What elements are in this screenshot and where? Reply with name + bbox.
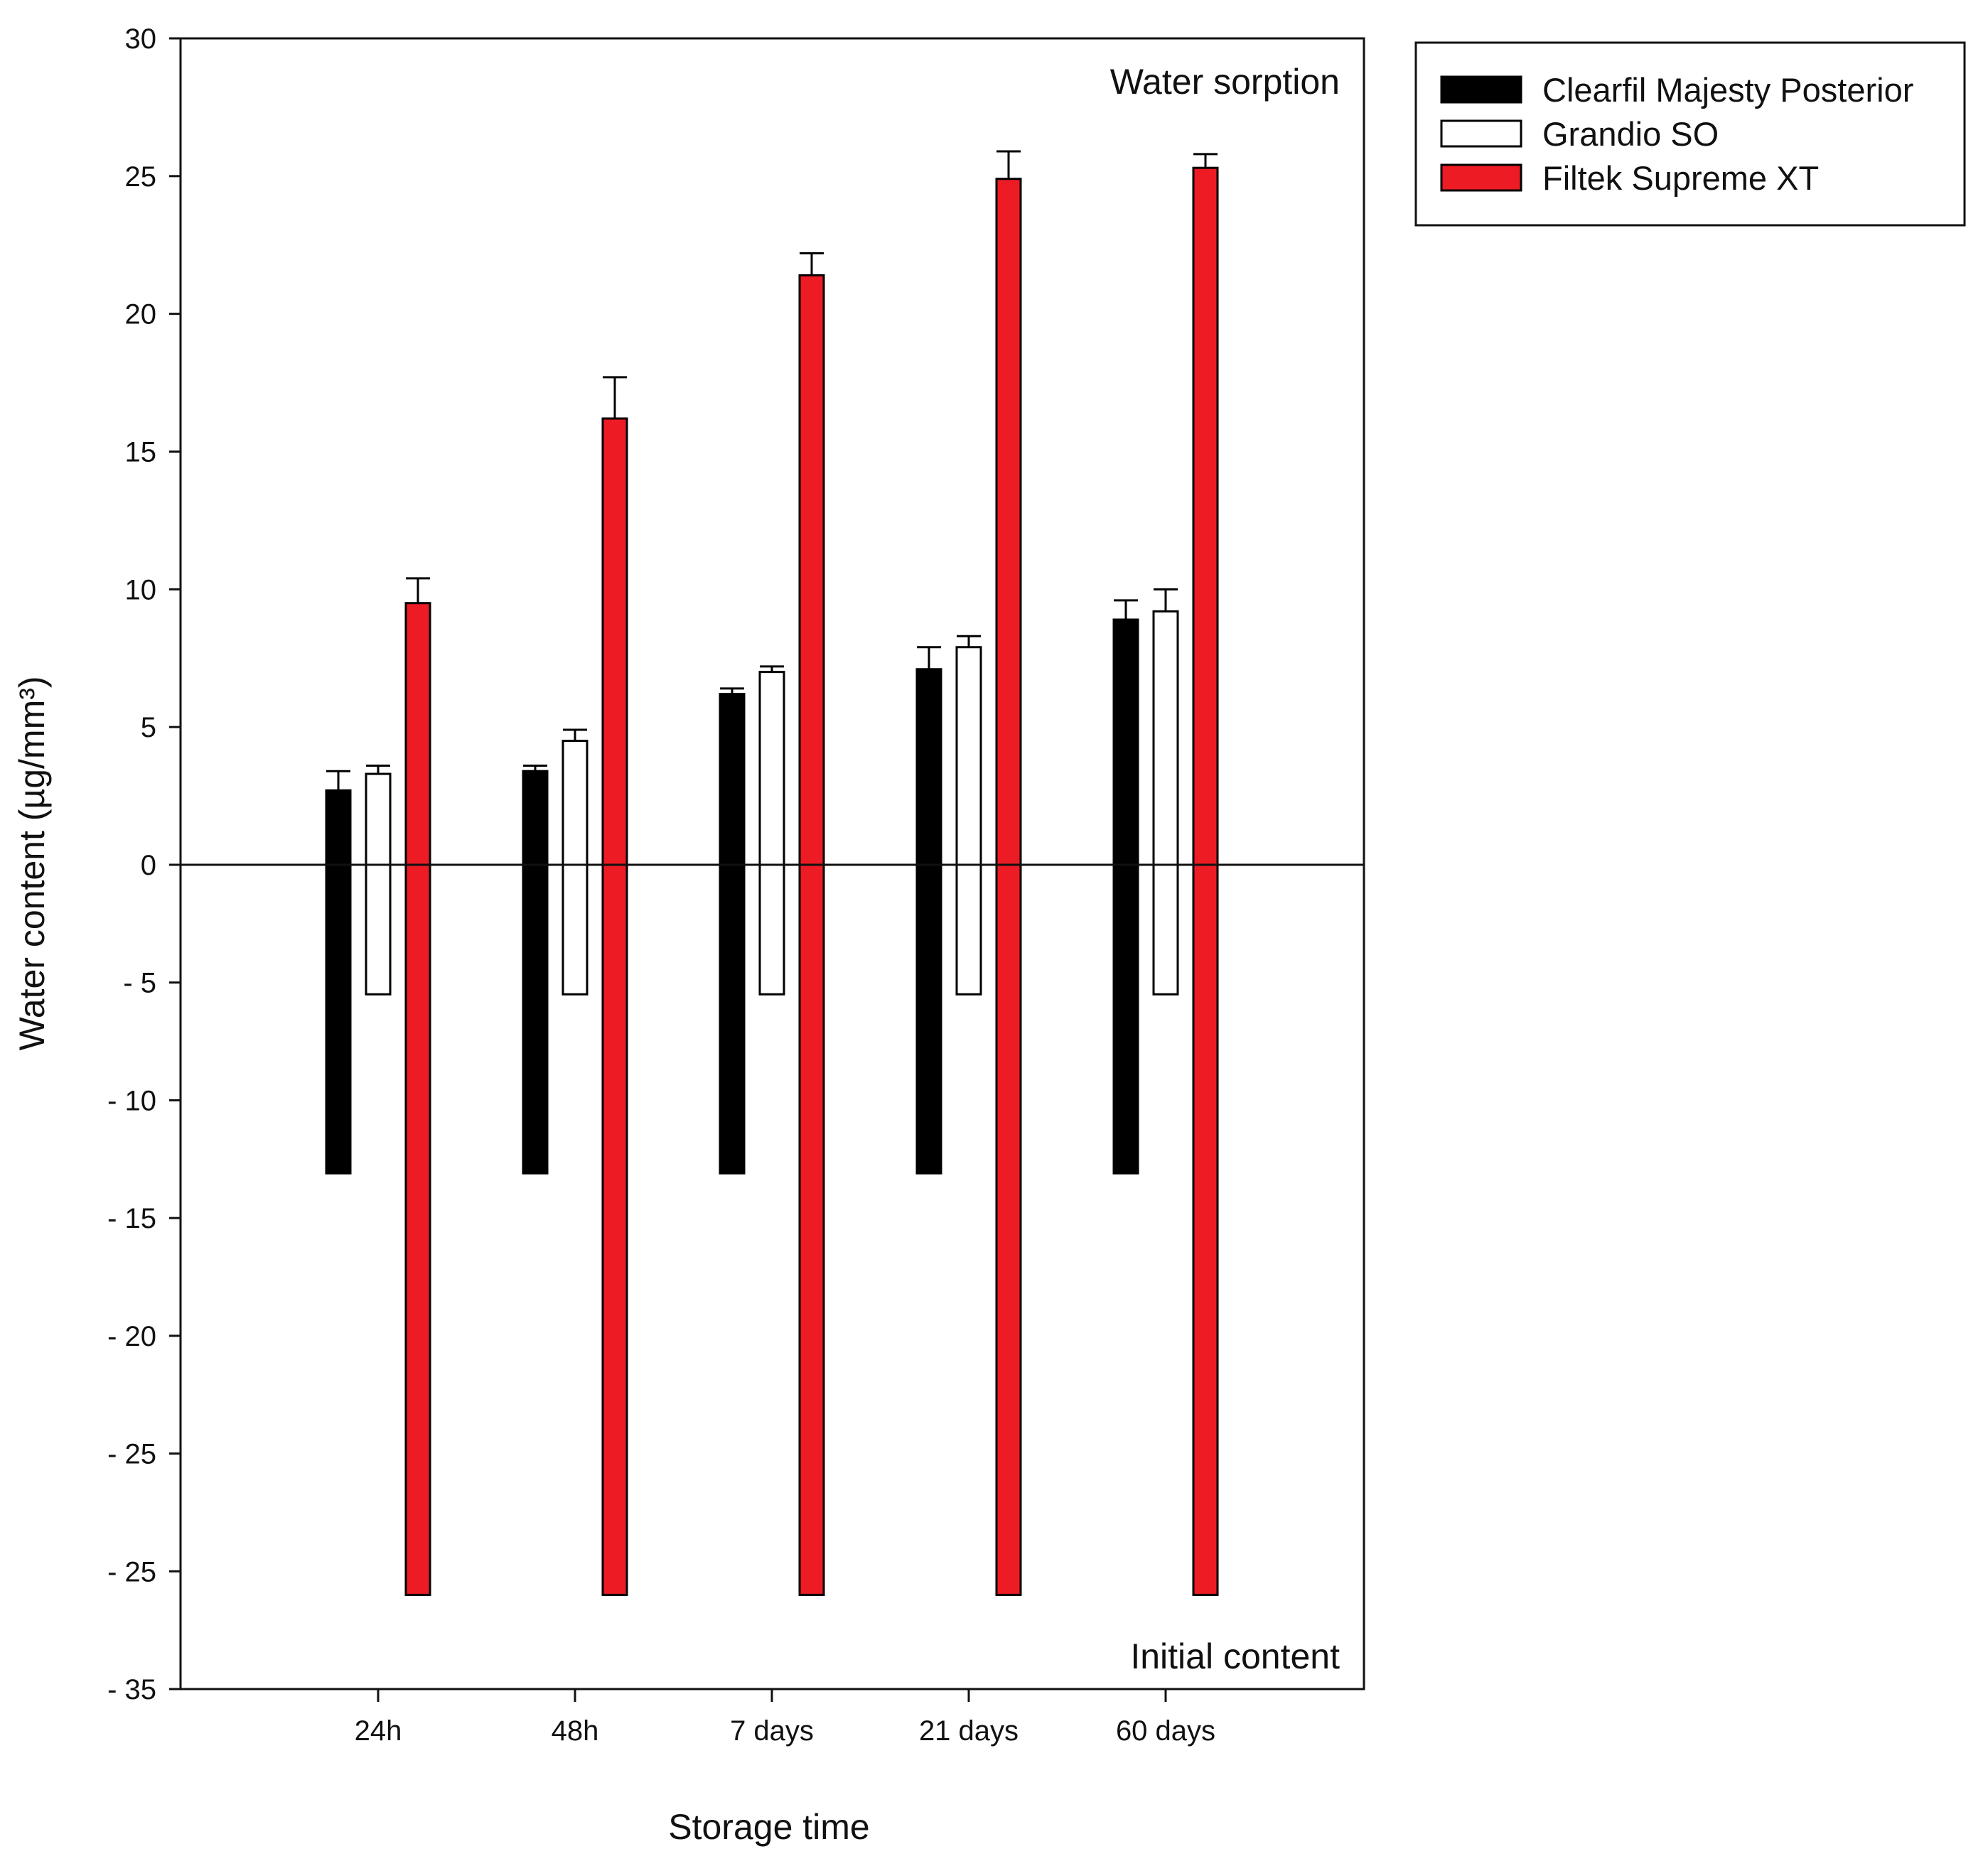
bar-grandio-1 xyxy=(562,740,589,996)
bar-filtek-1 xyxy=(601,417,628,1596)
y-axis-title: Water content (µg/mm³) xyxy=(12,676,52,1050)
y-axis-ticks: 0 5 10 15 20 25 30 - 5 - 10 - 15 - 20 - 25 - 25 - 35 xyxy=(107,23,181,1705)
y-tick-label: 20 xyxy=(125,299,157,330)
y-tick-label: 10 xyxy=(125,574,157,605)
legend-swatch-filtek xyxy=(1440,163,1522,192)
legend-swatch-clearfil xyxy=(1440,75,1522,104)
y-tick-label: 5 xyxy=(141,712,156,743)
bar-filtek-0 xyxy=(404,602,431,1596)
legend-label-filtek: Filtek Supreme XT xyxy=(1542,159,1819,197)
bar-filtek-2 xyxy=(798,274,825,1596)
y-tick-label: - 10 xyxy=(107,1085,156,1116)
y-tick-label: - 35 xyxy=(107,1674,156,1705)
y-tick-label: - 25 xyxy=(107,1556,156,1587)
x-tick-label: 21 days xyxy=(919,1715,1019,1747)
bars xyxy=(325,150,1219,1596)
bar-filtek-3 xyxy=(995,178,1022,1596)
bar-grandio-0 xyxy=(365,772,392,996)
x-tick-label: 60 days xyxy=(1116,1715,1215,1747)
bar-clearfil-3 xyxy=(915,668,942,1175)
legend-swatch-grandio xyxy=(1440,119,1522,148)
bar-clearfil-1 xyxy=(522,770,549,1175)
legend-label-grandio: Grandio SO xyxy=(1542,115,1719,153)
bar-grandio-4 xyxy=(1152,610,1179,996)
bar-filtek-4 xyxy=(1192,166,1219,1596)
y-tick-label: 15 xyxy=(125,437,157,468)
annotation-initial-content: Initial content xyxy=(1130,1636,1340,1676)
bar-grandio-3 xyxy=(955,646,982,996)
x-axis-title: Storage time xyxy=(668,1807,869,1847)
legend: Clearfil Majesty Posterior Grandio SO Fi… xyxy=(1414,41,1966,227)
y-tick-label: - 5 xyxy=(123,968,156,999)
bar-clearfil-0 xyxy=(325,789,352,1175)
x-tick-label: 7 days xyxy=(730,1715,814,1747)
annotation-water-sorption: Water sorption xyxy=(1110,62,1340,102)
x-tick-label: 48h xyxy=(552,1715,599,1747)
legend-label-clearfil: Clearfil Majesty Posterior xyxy=(1542,71,1913,109)
y-tick-label: - 20 xyxy=(107,1321,156,1352)
y-tick-label: - 15 xyxy=(107,1203,156,1234)
y-tick-label: 25 xyxy=(125,161,157,193)
x-axis-ticks: 24h 48h 7 days 21 days 60 days xyxy=(355,1689,1215,1747)
y-tick-label: - 25 xyxy=(107,1439,156,1470)
bar-clearfil-2 xyxy=(719,693,746,1175)
y-tick-label: 0 xyxy=(141,850,156,881)
bar-clearfil-4 xyxy=(1112,618,1139,1175)
bar-grandio-2 xyxy=(758,671,785,996)
y-tick-label: 30 xyxy=(125,23,157,55)
x-tick-label: 24h xyxy=(355,1715,402,1747)
